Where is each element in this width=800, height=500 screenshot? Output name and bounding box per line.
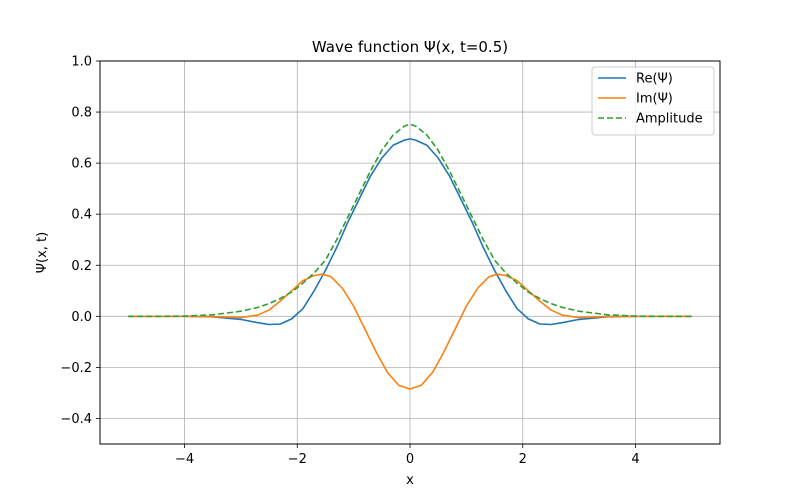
x-tick-label: −4 (175, 452, 194, 467)
x-tick-label: 2 (519, 452, 527, 467)
axis-ticks: −4 −2 0 2 4 −0.4 −0.2 0.0 0.2 0.4 0.6 0.8 1.0 (60, 55, 639, 468)
x-axis-label: x (406, 473, 414, 488)
legend-label: Amplitude (636, 112, 703, 127)
legend-box (591, 66, 715, 136)
x-tick-label: 4 (631, 452, 639, 467)
series-line-re (128, 138, 692, 326)
series-line-im (128, 273, 692, 390)
y-tick-label: 0.8 (71, 106, 92, 121)
series-lines (128, 123, 692, 390)
x-tick-label: 0 (406, 452, 414, 467)
y-tick-label: 1.0 (71, 55, 92, 70)
y-tick-label: −0.2 (60, 361, 92, 376)
y-tick-label: −0.4 (60, 412, 92, 427)
chart-title: Wave function Ψ(x, t=0.5) (312, 38, 508, 56)
y-tick-label: 0.4 (71, 208, 92, 223)
legend: Re(Ψ) Im(Ψ) Amplitude (591, 66, 715, 136)
y-tick-label: 0.0 (71, 310, 92, 325)
series-line-amplitude (128, 123, 692, 318)
y-tick-label: 0.2 (71, 259, 92, 274)
legend-label: Im(Ψ) (636, 92, 673, 107)
y-tick-label: 0.6 (71, 157, 92, 172)
x-tick-label: −2 (288, 452, 307, 467)
legend-label: Re(Ψ) (636, 72, 673, 87)
y-axis-label: Ψ(x, t) (35, 232, 50, 273)
